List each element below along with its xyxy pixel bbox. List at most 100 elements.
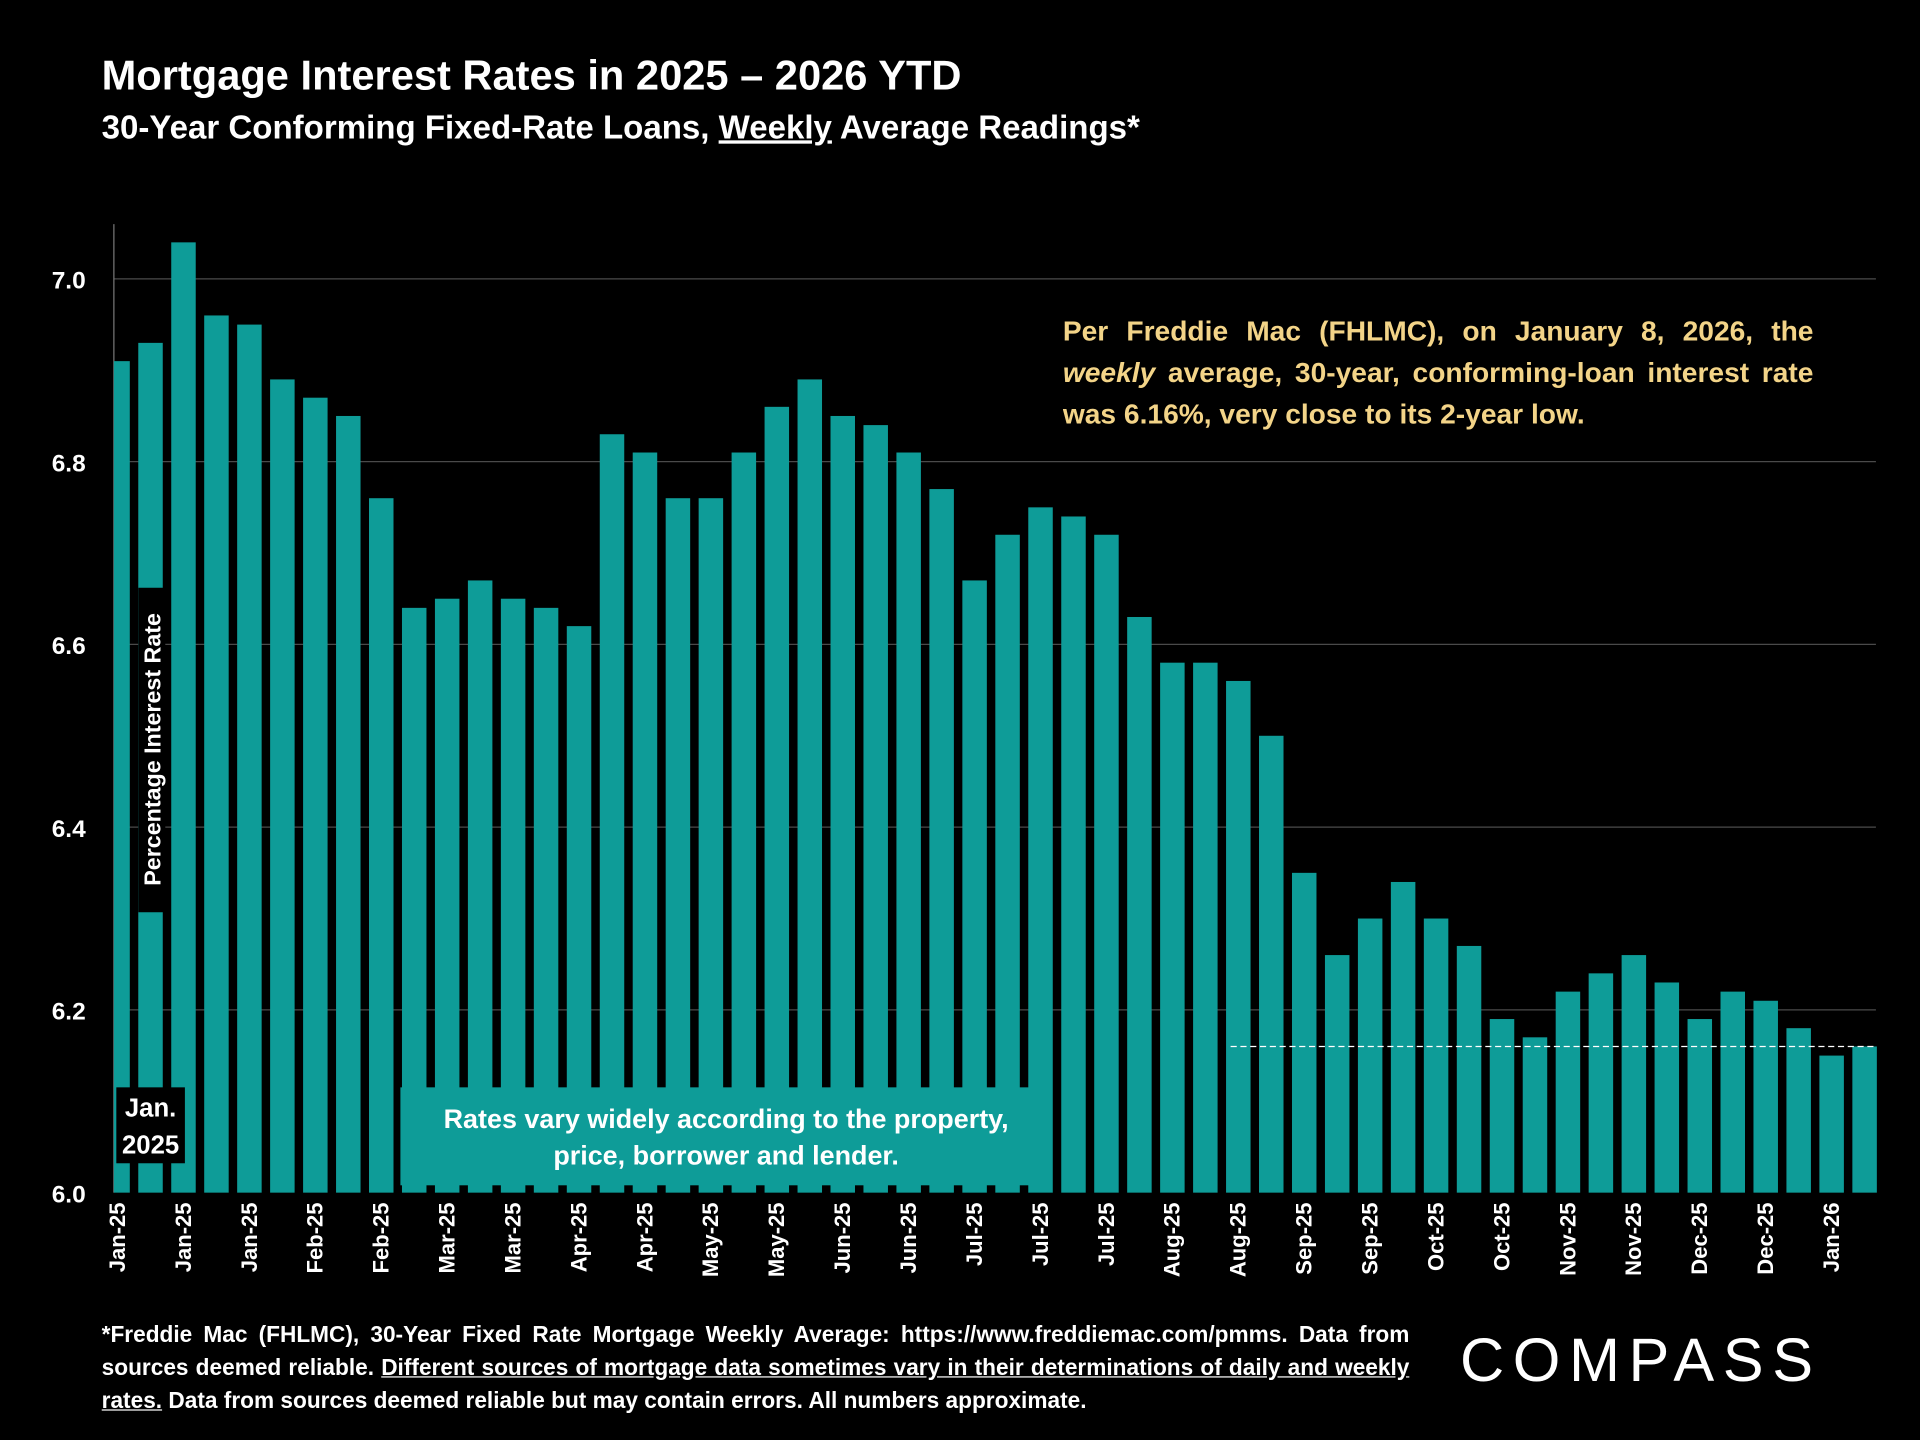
- bar: [1028, 507, 1053, 1193]
- bar: [599, 434, 625, 1193]
- bars: [113, 242, 1877, 1193]
- subtitle-part: Weekly: [719, 109, 833, 146]
- x-tick-label: Sep-25: [1292, 1202, 1317, 1274]
- x-tick-label: Oct-25: [1423, 1202, 1448, 1271]
- bar: [1654, 982, 1680, 1193]
- x-tick-label: Jan-25: [171, 1202, 196, 1272]
- bar: [1786, 1028, 1811, 1193]
- bar: [1423, 918, 1449, 1193]
- note-box: Per Freddie Mac (FHLMC), on January 8, 2…: [1063, 310, 1814, 435]
- x-tick-label: Jan-25: [105, 1202, 130, 1272]
- box-note-text: price, borrower and lender.: [553, 1140, 899, 1170]
- bar: [270, 379, 295, 1193]
- y-tick-label: 7.0: [52, 268, 86, 295]
- x-tick-label: Mar-25: [435, 1202, 460, 1273]
- start-label: 2025: [122, 1131, 179, 1159]
- bar: [1127, 616, 1152, 1193]
- x-tick-label: Nov-25: [1621, 1202, 1646, 1275]
- x-tick-label: May-25: [764, 1202, 789, 1277]
- x-tick-label: Apr-25: [566, 1202, 591, 1272]
- x-tick-label: May-25: [698, 1202, 723, 1277]
- bar: [1852, 1046, 1877, 1193]
- footnote-part: *Freddie Mac (FHLMC), 30-Year Fixed Rate…: [101, 1321, 1410, 1380]
- logo: COMPASS: [1460, 1326, 1822, 1394]
- bar: [1522, 1037, 1548, 1193]
- chart-subtitle: 30-Year Conforming Fixed-Rate Loans, Wee…: [102, 109, 1140, 146]
- bar: [995, 534, 1020, 1193]
- bar: [303, 397, 328, 1193]
- bar: [336, 415, 361, 1193]
- bar: [1489, 1019, 1515, 1193]
- bar: [1390, 881, 1416, 1193]
- bar: [1061, 516, 1086, 1193]
- bar: [204, 315, 229, 1193]
- bar: [1555, 991, 1581, 1193]
- x-tick-label: Dec-25: [1687, 1202, 1712, 1274]
- bar: [698, 498, 724, 1193]
- x-tick-label: Aug-25: [1226, 1202, 1251, 1277]
- box-note-text: Rates vary widely according to the prope…: [444, 1104, 1009, 1134]
- bar: [731, 452, 757, 1193]
- x-tick-label: Sep-25: [1358, 1202, 1383, 1274]
- note: Per Freddie Mac (FHLMC), on January 8, 2…: [1063, 310, 1814, 435]
- x-tick-label: Mar-25: [500, 1202, 525, 1273]
- bar: [1819, 1055, 1844, 1193]
- x-tick-label: Jul-25: [962, 1202, 987, 1266]
- start-label-backing: [116, 1087, 185, 1164]
- bar: [1160, 662, 1185, 1193]
- box-note-bg: [400, 1087, 1052, 1186]
- x-tick-label: Jan-26: [1819, 1202, 1844, 1272]
- note-part: average, 30-year, conforming-loan intere…: [1062, 356, 1814, 430]
- bar: [797, 379, 823, 1193]
- bar: [1720, 991, 1745, 1193]
- y-tick-label: 6.0: [52, 1181, 86, 1208]
- y-axis-title: Percentage Interest Rate: [139, 613, 165, 886]
- bar: [1357, 918, 1383, 1193]
- bar: [1687, 1019, 1713, 1193]
- subtitle-part: Average Readings*: [832, 109, 1140, 146]
- x-tick-label: Apr-25: [632, 1202, 657, 1272]
- bar: [1753, 1000, 1778, 1193]
- bar: [1456, 945, 1482, 1193]
- bar: [896, 452, 921, 1193]
- bar: [929, 489, 954, 1193]
- bar: [113, 361, 130, 1193]
- x-tick-label: Jul-25: [1094, 1202, 1119, 1266]
- overlay: Jan-25 Jan-25 Jan-25 Feb-25 Feb-25 Mar-25 Mar-…: [105, 587, 1876, 1277]
- bar: [665, 498, 691, 1193]
- footnote-part: Data from sources deemed reliable but ma…: [162, 1387, 1087, 1414]
- x-tick-label: Jan-25: [237, 1202, 262, 1272]
- bar: [1094, 534, 1119, 1193]
- bar: [764, 406, 790, 1193]
- y-tick-label: 6.6: [52, 633, 86, 660]
- footnote-part: Different sources of mortgage data somet…: [101, 1354, 1410, 1414]
- x-tick-label: Nov-25: [1555, 1202, 1580, 1275]
- y-tick-label: 6.8: [52, 450, 86, 477]
- bar: [830, 415, 855, 1193]
- x-tick-label: Jul-25: [1028, 1202, 1053, 1266]
- bar: [171, 242, 196, 1193]
- x-tick-label: Dec-25: [1753, 1202, 1778, 1274]
- bar: [1621, 955, 1647, 1193]
- x-tick-label: Aug-25: [1160, 1202, 1185, 1277]
- bar: [1226, 680, 1251, 1193]
- footnote-box: *Freddie Mac (FHLMC), 30-Year Fixed Rate…: [102, 1318, 1410, 1417]
- footnote: *Freddie Mac (FHLMC), 30-Year Fixed Rate…: [102, 1318, 1410, 1417]
- bar: [369, 498, 394, 1193]
- bar: [237, 324, 262, 1193]
- x-tick-label: Feb-25: [369, 1202, 394, 1273]
- bar: [632, 452, 658, 1193]
- bar: [863, 425, 888, 1193]
- bar: [1259, 735, 1284, 1193]
- x-tick-label: Feb-25: [303, 1202, 328, 1273]
- bar: [1193, 662, 1218, 1193]
- y-tick-label: 6.4: [52, 816, 86, 843]
- y-label-backing: [138, 587, 166, 913]
- bar: [1324, 955, 1350, 1193]
- y-tick-label: 6.2: [52, 999, 86, 1026]
- start-label: Jan.: [125, 1095, 176, 1123]
- subtitle-part: 30-Year Conforming Fixed-Rate Loans,: [102, 109, 719, 146]
- note-part: Per Freddie Mac (FHLMC), on January 8, 2…: [1062, 314, 1814, 347]
